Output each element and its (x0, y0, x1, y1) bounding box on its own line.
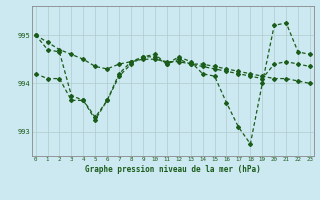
X-axis label: Graphe pression niveau de la mer (hPa): Graphe pression niveau de la mer (hPa) (85, 165, 261, 174)
